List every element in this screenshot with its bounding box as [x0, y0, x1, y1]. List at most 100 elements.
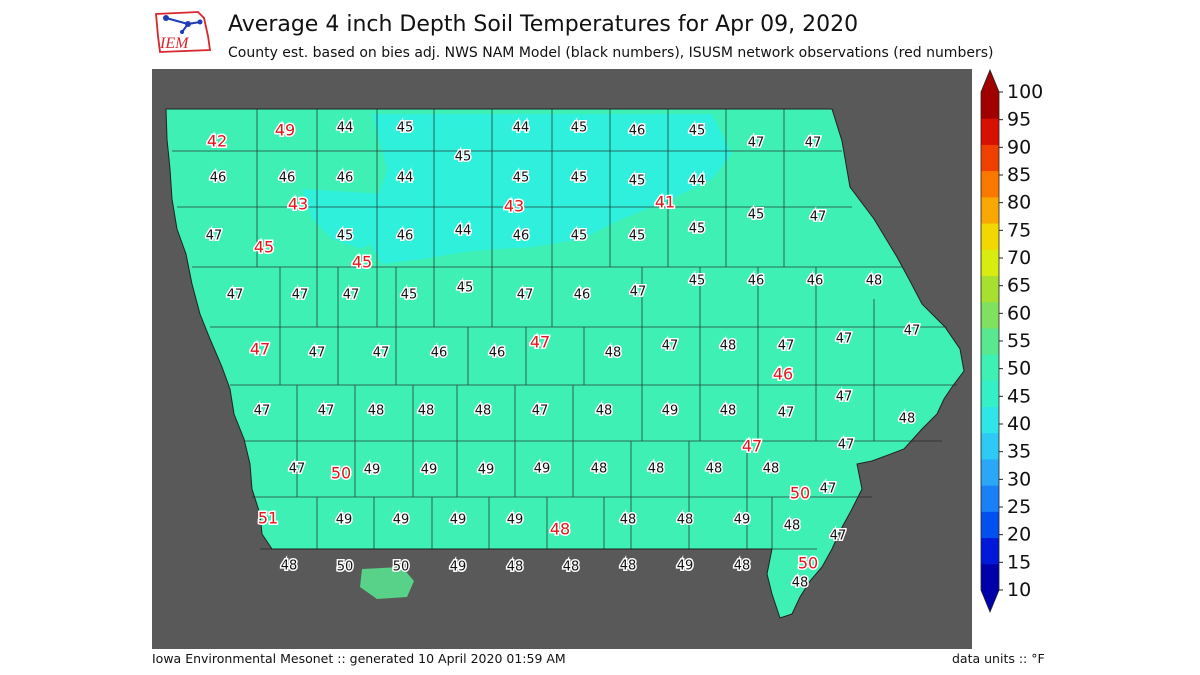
colorbar-high-arrow: [981, 70, 999, 92]
footer-credit: Iowa Environmental Mesonet :: generated …: [152, 651, 566, 666]
county-value: 46: [431, 346, 448, 361]
county-lines: [172, 109, 957, 550]
county-value: 47: [748, 136, 765, 151]
county-value: 49: [677, 559, 694, 574]
county-value: 48: [591, 462, 608, 477]
county-value: 48: [866, 274, 883, 289]
county-value: 48: [620, 559, 637, 574]
footer-units: data units :: °F: [952, 651, 1045, 666]
station-value: 47: [742, 437, 762, 456]
county-value: 45: [455, 150, 472, 165]
station-value: 48: [550, 520, 570, 539]
county-value: 47: [820, 482, 837, 497]
county-value: 45: [457, 281, 474, 296]
county-value: 48: [418, 404, 435, 419]
county-value: 49: [534, 462, 551, 477]
county-value: 47: [517, 288, 534, 303]
colorbar-swatch: [981, 223, 999, 250]
colorbar-swatch: [981, 432, 999, 460]
county-value: 45: [689, 124, 706, 139]
county-value: 46: [397, 229, 414, 244]
county-value: 47: [292, 288, 309, 303]
county-value: 46: [807, 274, 824, 289]
county-value: 46: [629, 124, 646, 139]
county-value: 45: [571, 171, 588, 186]
station-value: 50: [331, 464, 351, 483]
county-value: 48: [720, 404, 737, 419]
colorbar-swatch: [981, 406, 999, 434]
county-value: 47: [662, 339, 679, 354]
colorbar-swatch: [981, 196, 999, 224]
county-value: 48: [475, 404, 492, 419]
county-value: 47: [630, 285, 647, 300]
colorbar-swatch: [981, 354, 999, 381]
colorbar-swatch: [981, 118, 999, 145]
county-value: 44: [397, 171, 414, 186]
colorbar-tick-label: 55: [1007, 330, 1031, 352]
temperature-colorbar: 10 15 20 25 30 35 40 45 50 55 60 65 70 75 80 85 90 95 100: [980, 68, 1043, 614]
county-value: 47: [309, 346, 326, 361]
county-value: 49: [507, 513, 524, 528]
county-value: 45: [689, 222, 706, 237]
colorbar-swatch: [981, 92, 999, 119]
colorbar-tick-label: 95: [1007, 109, 1031, 131]
county-value: 47: [778, 406, 795, 421]
station-value: 51: [258, 509, 278, 528]
colorbar-tick-label: 40: [1007, 413, 1031, 435]
colorbar-tick-label: 75: [1007, 219, 1031, 241]
county-value: 47: [318, 404, 335, 419]
county-value: 46: [337, 171, 354, 186]
colorbar-swatches: [980, 68, 1000, 614]
colorbar-swatch: [981, 249, 999, 276]
map-subtitle: County est. based on bies adj. NWS NAM M…: [228, 45, 994, 61]
station-value: 45: [254, 238, 274, 257]
county-value: 45: [401, 288, 418, 303]
county-value: 45: [571, 121, 588, 136]
county-value: 48: [677, 513, 694, 528]
county-value: 47: [904, 324, 921, 339]
county-value: 45: [513, 171, 530, 186]
county-value: 50: [337, 560, 354, 575]
station-value: 42: [207, 132, 227, 151]
logo-text: IEM: [159, 35, 190, 52]
county-value: 48: [792, 576, 809, 591]
station-value: 41: [655, 193, 675, 212]
county-value: 48: [763, 462, 780, 477]
station-value: 46: [773, 365, 793, 384]
county-value: 50: [393, 560, 410, 575]
cold-region: [302, 114, 732, 264]
county-value: 48: [648, 462, 665, 477]
county-value: 46: [210, 171, 227, 186]
county-value: 49: [662, 404, 679, 419]
county-value: 47: [373, 346, 390, 361]
colorbar-tick-label: 60: [1007, 302, 1031, 324]
colorbar-swatch: [981, 144, 999, 172]
county-value: 45: [397, 121, 414, 136]
colorbar-tick-label: 15: [1007, 551, 1031, 573]
county-value: 48: [899, 412, 916, 427]
county-value: 48: [596, 404, 613, 419]
station-value: 45: [352, 253, 372, 272]
county-value: 48: [706, 462, 723, 477]
county-value: 48: [605, 346, 622, 361]
colorbar-swatch: [981, 563, 999, 591]
county-value: 48: [620, 513, 637, 528]
colorbar-tick-label: 80: [1007, 192, 1031, 214]
colorbar-tick-label: 10: [1007, 579, 1031, 601]
county-value: 49: [336, 513, 353, 528]
county-value: 49: [393, 513, 410, 528]
station-value: 50: [790, 484, 810, 503]
colorbar-swatch: [981, 485, 999, 512]
county-value: 48: [281, 559, 298, 574]
county-value: 49: [364, 463, 381, 478]
iowa-soil-temperature-map: 44 45 44 45 46 45 47 47 46 46 46 44 45 4…: [152, 69, 972, 649]
county-value: 47: [836, 390, 853, 405]
colorbar-tick-label: 70: [1007, 247, 1031, 269]
colorbar-swatch: [981, 537, 999, 565]
station-value: 49: [275, 121, 295, 140]
colorbar-tick-label: 90: [1007, 136, 1031, 158]
county-value: 46: [489, 346, 506, 361]
county-value: 46: [574, 288, 591, 303]
county-value: 47: [343, 288, 360, 303]
station-observations-red: 42 49 43 43 41 45 45 47 47 46 47 50 50 5…: [205, 119, 819, 574]
